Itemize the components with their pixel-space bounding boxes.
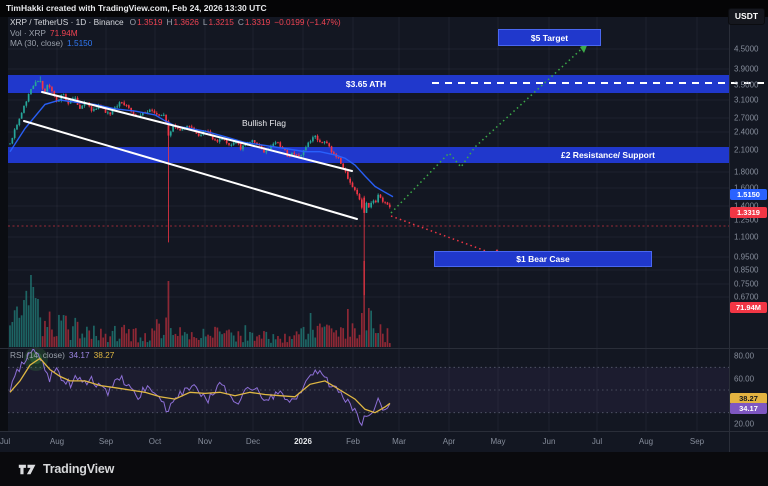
currency-toggle-button[interactable]: USDT: [728, 8, 765, 25]
low-value: 1.3215: [208, 17, 234, 27]
time-axis-label: Aug: [49, 437, 65, 446]
time-axis-label: Dec: [245, 437, 261, 446]
ath-band-label[interactable]: $3.65 ATH: [345, 79, 387, 89]
ma-value: 1.5150: [67, 38, 93, 48]
open-value: 1.3519: [137, 17, 163, 27]
rsi-label: RSI (14, close): [10, 350, 65, 360]
close-value: 1.3319: [244, 17, 271, 27]
tradingview-logo-text: TradingView: [43, 462, 115, 476]
time-axis-label: May: [490, 437, 506, 446]
change-value: −0.0199 (−1.47%): [274, 17, 341, 27]
time-axis-label: Aug: [638, 437, 654, 446]
close-label: C: [237, 17, 244, 27]
time-axis-label: Sep: [98, 437, 114, 446]
high-label: H: [166, 17, 173, 27]
price-axis-divider: [729, 17, 730, 452]
attribution-text: TimHakki created with TradingView.com, F…: [6, 3, 267, 13]
tradingview-logo-icon: [18, 464, 36, 474]
time-axis-label: Oct: [148, 437, 162, 446]
bullish-flag-label[interactable]: Bullish Flag: [242, 118, 286, 128]
ma-legend-row[interactable]: MA (30, close) 1.5150: [10, 38, 92, 48]
rsi-pane-divider[interactable]: [0, 348, 768, 349]
high-value: 1.3626: [173, 17, 199, 27]
time-axis-divider: [0, 431, 768, 432]
attribution-bar: TimHakki created with TradingView.com, F…: [0, 0, 768, 17]
left-margin: [0, 17, 8, 432]
symbol-title: XRP / TetherUS · 1D · Binance: [10, 17, 124, 27]
volume-value: 71.94M: [49, 28, 78, 38]
rsi-ma-value: 38.27: [93, 350, 115, 360]
rsi-value: 34.17: [68, 350, 90, 360]
footer-bar: TradingView: [0, 452, 768, 486]
time-axis-label: Jul: [0, 437, 11, 446]
time-axis[interactable]: Jul Aug Sep Oct Nov Dec 2026 Feb Mar Apr May Jun Jul…: [0, 432, 729, 452]
volume-legend-row[interactable]: Vol · XRP 71.94M: [10, 28, 78, 38]
volume-label: Vol · XRP: [10, 28, 46, 38]
time-axis-label: Jul: [591, 437, 603, 446]
open-label: O: [129, 17, 137, 27]
time-axis-label: Jun: [542, 437, 556, 446]
time-axis-label: Nov: [197, 437, 213, 446]
ma-label: MA (30, close): [10, 38, 64, 48]
target-callout-box[interactable]: $5 Target: [498, 29, 601, 46]
time-axis-label: 2026: [294, 437, 312, 446]
time-axis-label: Apr: [442, 437, 456, 446]
resistance-band-label[interactable]: £2 Resistance/ Support: [560, 150, 655, 160]
tradingview-logo[interactable]: TradingView: [18, 462, 114, 477]
time-axis-label: Sep: [689, 437, 705, 446]
time-axis-label: Feb: [346, 437, 360, 446]
low-label: L: [202, 17, 208, 27]
rsi-legend-row[interactable]: RSI (14, close) 34.17 38.27: [10, 350, 114, 360]
bear-case-callout-box[interactable]: $1 Bear Case: [434, 251, 652, 267]
time-axis-label: Mar: [392, 437, 406, 446]
